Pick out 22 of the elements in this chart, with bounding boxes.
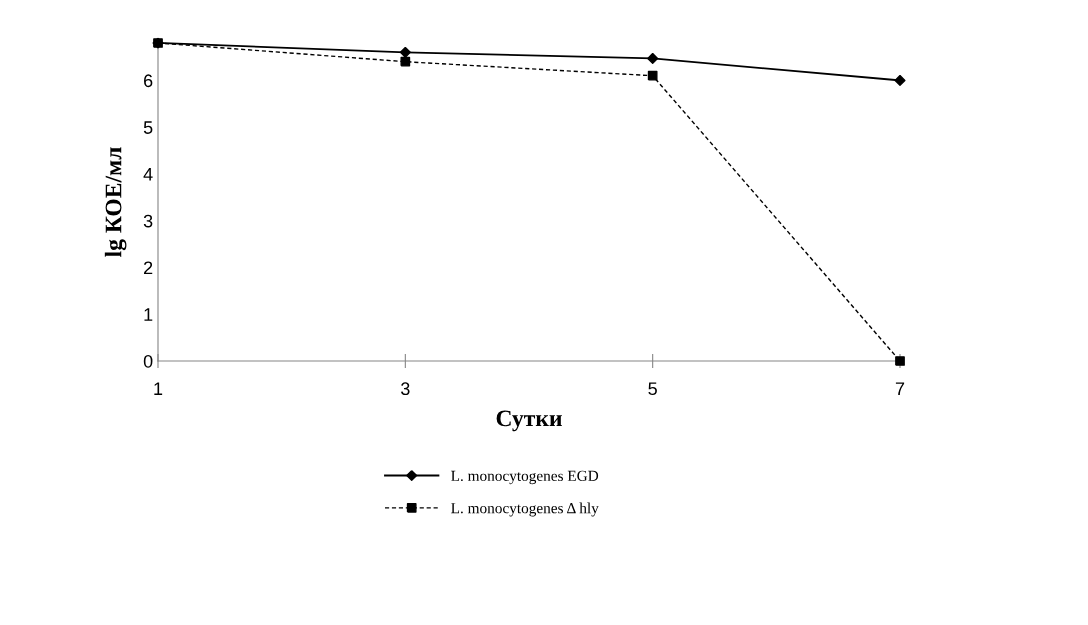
point <box>895 356 905 366</box>
point <box>894 74 906 86</box>
point <box>399 46 411 58</box>
point <box>153 38 163 48</box>
x-tick-label: 3 <box>401 382 410 396</box>
y-tick-label: 1 <box>144 308 153 321</box>
point <box>647 70 658 81</box>
y-tick-label: 0 <box>143 354 153 368</box>
x-tick-label: 5 <box>648 382 657 396</box>
point <box>400 56 411 67</box>
y-tick-label: 4 <box>143 168 153 181</box>
x-tick-label: 7 <box>895 382 905 395</box>
y-tick-label: 6 <box>144 74 153 88</box>
legend-label: L. monocytogenes EGD <box>451 470 599 485</box>
legend-label: L. monocytogenes Δ hly <box>451 502 599 517</box>
point <box>647 52 659 64</box>
y-tick-label: 2 <box>144 261 153 275</box>
x-tick-label: 1 <box>154 382 163 395</box>
y-tick-label: 5 <box>143 121 153 134</box>
x-axis-title: Сутки <box>496 410 562 432</box>
y-tick-label: 3 <box>143 214 153 228</box>
y-axis-title: lg КОЕ/мл <box>104 147 127 257</box>
